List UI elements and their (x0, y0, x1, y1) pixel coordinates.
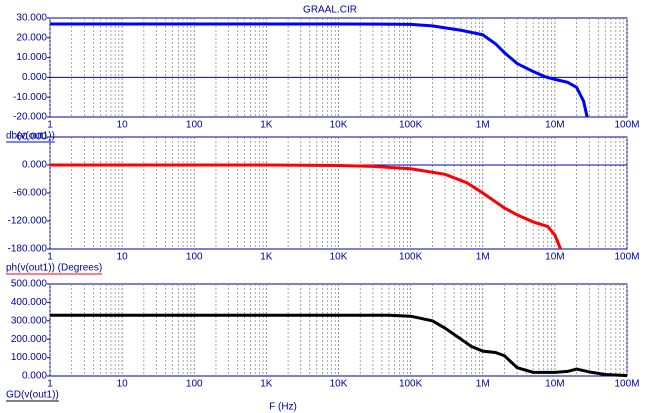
x-tick-label: 10 (117, 379, 129, 390)
x-tick-label: 100K (399, 379, 423, 390)
x-tick-label: 100K (399, 252, 423, 263)
y-tick-label: 500.000 (11, 279, 48, 290)
x-tick-label: 10M (545, 252, 564, 263)
y-tick-label: 30.000 (16, 13, 47, 24)
x-tick-label: 1 (47, 120, 53, 131)
x-tick-label: 1M (476, 120, 490, 131)
x-tick-label: 1M (476, 252, 490, 263)
y-tick-label: 20.000 (16, 32, 47, 43)
y-tick-label: -20.000 (13, 112, 47, 123)
y-tick-label: 0.000 (22, 160, 47, 171)
y-tick-label: 400.000 (11, 297, 48, 308)
y-tick-label: 0.000 (22, 371, 47, 382)
x-tick-label: 10M (545, 120, 564, 131)
chart-title: GRAAL.CIR (303, 5, 357, 16)
legend-label: db(v(out1)) (6, 131, 55, 142)
x-tick-label: 10 (117, 252, 129, 263)
x-tick-label: 100K (399, 120, 423, 131)
x-tick-label: 100 (186, 120, 203, 131)
x-tick-label: 10 (117, 120, 129, 131)
y-tick-label: 200.000 (11, 334, 48, 345)
y-tick-label: -60.000 (13, 188, 47, 199)
x-tick-label: 10K (330, 379, 348, 390)
x-tick-label: 1K (260, 379, 273, 390)
x-tick-label: 1K (260, 252, 273, 263)
x-tick-label: 10M (545, 379, 564, 390)
x-tick-label: 1K (260, 120, 273, 131)
y-tick-label: 0.000 (22, 72, 47, 83)
x-axis-label: F (Hz) (269, 402, 297, 413)
series-line (50, 313, 628, 378)
x-tick-label: 100M (614, 252, 639, 263)
legend-label: ph(v(out1)) (Degrees) (6, 263, 102, 274)
series-line (50, 163, 562, 250)
x-tick-label: 1 (47, 252, 53, 263)
y-tick-label: 60.000 (16, 132, 47, 143)
y-tick-label: 100.000 (11, 352, 48, 363)
x-tick-label: 100 (186, 252, 203, 263)
x-tick-label: 1M (476, 379, 490, 390)
y-tick-label: -10.000 (13, 92, 47, 103)
x-tick-label: 100 (186, 379, 203, 390)
x-tick-label: 10K (330, 120, 348, 131)
legend-label: GD(v(out1)) (6, 390, 59, 401)
y-tick-label: 10.000 (16, 52, 47, 63)
x-tick-label: 10K (330, 252, 348, 263)
x-tick-label: 100M (614, 120, 639, 131)
series-line (50, 22, 589, 118)
x-tick-label: 100M (614, 379, 639, 390)
y-tick-label: -180.000 (8, 244, 48, 255)
x-tick-label: 1 (47, 379, 53, 390)
y-tick-label: -120.000 (8, 216, 48, 227)
y-tick-label: 300.000 (11, 315, 48, 326)
